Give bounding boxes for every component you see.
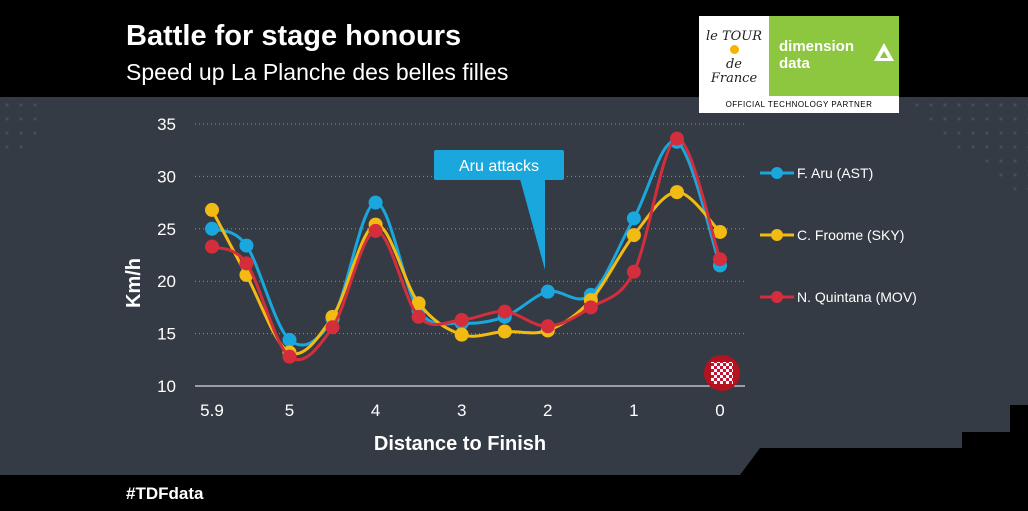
data-point [411, 296, 426, 311]
annotation-text: Aru attacks [459, 158, 539, 175]
data-point [454, 312, 469, 327]
tour-de-france-wordmark: le TOUR de France [705, 29, 763, 86]
y-tick-label: 30 [157, 167, 176, 186]
y-tick-label: 10 [157, 377, 176, 396]
y-tick-label: 35 [157, 115, 176, 134]
chart-title: Battle for stage honours [126, 20, 462, 52]
legend-marker [771, 291, 783, 303]
sponsor-logo: le TOUR de France dimension data OFFICIAL … [699, 16, 899, 113]
data-point [626, 264, 641, 279]
data-point [239, 256, 254, 271]
data-point [540, 284, 555, 299]
data-point [205, 239, 219, 254]
sun-icon [729, 45, 739, 54]
legend-item: F. Aru (AST) [760, 165, 873, 181]
triangle-logo-icon [874, 43, 894, 61]
data-point [497, 304, 512, 319]
legend-label: C. Froome (SKY) [797, 227, 904, 243]
x-tick-label: 1 [629, 401, 638, 420]
legend-label: N. Quintana (MOV) [797, 289, 917, 305]
y-axis-label: Km/h [123, 258, 145, 308]
chart-background [0, 97, 1028, 475]
legend-item: N. Quintana (MOV) [760, 289, 917, 305]
data-point [282, 349, 297, 364]
legend-marker [771, 229, 783, 241]
annotation-pointer [520, 179, 545, 270]
dot-pattern-left [0, 97, 40, 160]
legend-label: F. Aru (AST) [797, 165, 873, 181]
dimension-data-logo: dimension data [769, 16, 899, 96]
data-point [626, 228, 641, 243]
x-axis-label: Distance to Finish [374, 433, 546, 455]
legend-item: C. Froome (SKY) [760, 227, 904, 243]
x-tick-label: 5 [285, 401, 294, 420]
data-point [368, 223, 383, 238]
data-point [239, 238, 254, 253]
data-point [454, 327, 469, 342]
x-tick-label: 2 [543, 401, 552, 420]
brand-line-2: data [779, 55, 810, 72]
data-point [669, 131, 684, 146]
data-point [368, 195, 383, 210]
data-point [411, 309, 426, 324]
brand-line-1: dimension [779, 38, 855, 55]
data-point [713, 252, 727, 267]
x-tick-label: 0 [715, 401, 724, 420]
data-point [497, 324, 512, 339]
data-point [205, 221, 219, 236]
chart-subtitle: Speed up La Planche des belles filles [126, 59, 509, 85]
partner-caption: OFFICIAL TECHNOLOGY PARTNER [699, 96, 899, 113]
data-point [626, 211, 641, 226]
checkered-flag-icon [704, 355, 740, 391]
annotation-callout: Aru attacks [434, 150, 564, 270]
x-tick-label: 3 [457, 401, 466, 420]
y-tick-label: 25 [157, 220, 176, 239]
data-point [205, 202, 219, 217]
x-tick-label: 4 [371, 401, 380, 420]
dot-pattern-right [900, 97, 1028, 200]
x-tick-label: 5.9 [200, 401, 224, 420]
legend-marker [771, 167, 783, 179]
data-point [325, 320, 340, 335]
y-tick-label: 15 [157, 325, 176, 344]
series-3 [205, 131, 727, 364]
data-point [282, 332, 297, 347]
data-point [583, 300, 598, 315]
hashtag: #TDFdata [126, 484, 204, 503]
y-tick-label: 20 [157, 272, 176, 291]
y-axis-ticks: 10 15 20 25 30 35 [157, 115, 176, 396]
tour-de-france-logo: le TOUR de France [699, 16, 769, 96]
data-point [713, 224, 727, 239]
x-axis-ticks: 5.9 5 4 3 2 1 0 [200, 401, 725, 420]
data-point [540, 319, 555, 334]
annotation-box [434, 150, 564, 180]
series-layer [205, 131, 727, 364]
data-point [669, 185, 684, 200]
legend: F. Aru (AST) C. Froome (SKY) N. Quintana (… [760, 165, 917, 305]
